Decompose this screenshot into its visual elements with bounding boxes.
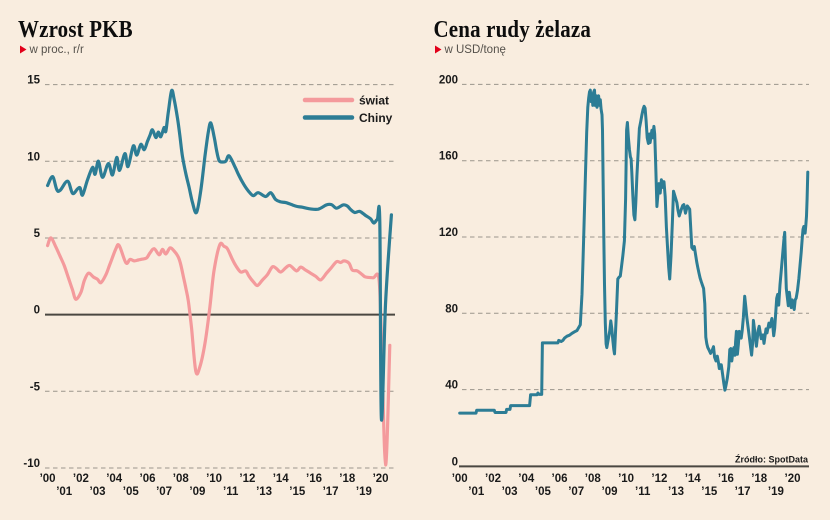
svg-text:’03: ’03	[90, 486, 106, 498]
svg-text:’16: ’16	[306, 473, 322, 485]
svg-text:’06: ’06	[552, 473, 568, 485]
svg-text:’09: ’09	[189, 486, 205, 498]
svg-text:’20: ’20	[373, 473, 389, 485]
svg-text:’07: ’07	[156, 486, 172, 498]
svg-text:’02: ’02	[73, 473, 89, 485]
svg-text:’04: ’04	[518, 473, 535, 485]
svg-text:Chiny: Chiny	[359, 111, 393, 125]
svg-text:-10: -10	[23, 458, 40, 470]
svg-text:w proc., r/r: w proc., r/r	[29, 44, 84, 56]
svg-text:Cena rudy żelaza: Cena rudy żelaza	[434, 15, 591, 42]
svg-text:’03: ’03	[502, 486, 518, 498]
svg-text:’04: ’04	[106, 473, 123, 485]
svg-text:’19: ’19	[356, 486, 372, 498]
svg-text:’02: ’02	[485, 473, 501, 485]
svg-text:’07: ’07	[568, 486, 584, 498]
svg-text:świat: świat	[359, 94, 389, 108]
svg-text:’13: ’13	[256, 486, 272, 498]
svg-text:160: 160	[439, 151, 458, 163]
svg-text:’13: ’13	[668, 486, 684, 498]
svg-text:’16: ’16	[718, 473, 734, 485]
svg-text:’12: ’12	[651, 473, 667, 485]
svg-text:’05: ’05	[535, 486, 552, 498]
svg-text:’09: ’09	[602, 486, 618, 498]
svg-text:’05: ’05	[123, 486, 140, 498]
svg-text:’08: ’08	[173, 473, 190, 485]
svg-text:0: 0	[34, 305, 40, 317]
svg-text:Wzrost PKB: Wzrost PKB	[18, 15, 133, 42]
svg-text:15: 15	[27, 75, 40, 87]
svg-text:’08: ’08	[585, 473, 602, 485]
svg-text:’19: ’19	[768, 486, 784, 498]
svg-text:’11: ’11	[635, 486, 651, 498]
svg-text:’17: ’17	[323, 486, 339, 498]
svg-text:10: 10	[27, 151, 40, 163]
svg-text:40: 40	[445, 380, 458, 392]
svg-text:w USD/tonę: w USD/tonę	[444, 44, 506, 56]
svg-text:’14: ’14	[273, 473, 290, 485]
svg-text:200: 200	[439, 74, 458, 86]
svg-text:’10: ’10	[618, 473, 634, 485]
svg-text:’00: ’00	[40, 473, 56, 485]
svg-text:’11: ’11	[223, 486, 239, 498]
svg-text:’01: ’01	[468, 486, 485, 498]
svg-text:’14: ’14	[685, 473, 702, 485]
svg-text:’17: ’17	[735, 486, 751, 498]
svg-text:’00: ’00	[452, 473, 468, 485]
svg-text:’06: ’06	[140, 473, 156, 485]
svg-text:120: 120	[439, 227, 458, 239]
svg-text:Źródło: SpotData: Źródło: SpotData	[735, 455, 809, 465]
svg-text:80: 80	[445, 303, 458, 315]
svg-text:5: 5	[34, 228, 41, 240]
svg-text:’15: ’15	[289, 486, 306, 498]
svg-text:’12: ’12	[239, 473, 255, 485]
svg-text:’15: ’15	[701, 486, 718, 498]
svg-text:’20: ’20	[785, 473, 801, 485]
svg-text:’18: ’18	[339, 473, 356, 485]
svg-text:-5: -5	[30, 381, 41, 393]
svg-text:’18: ’18	[751, 473, 768, 485]
svg-text:’10: ’10	[206, 473, 222, 485]
svg-text:’01: ’01	[56, 486, 73, 498]
svg-text:0: 0	[452, 456, 458, 468]
